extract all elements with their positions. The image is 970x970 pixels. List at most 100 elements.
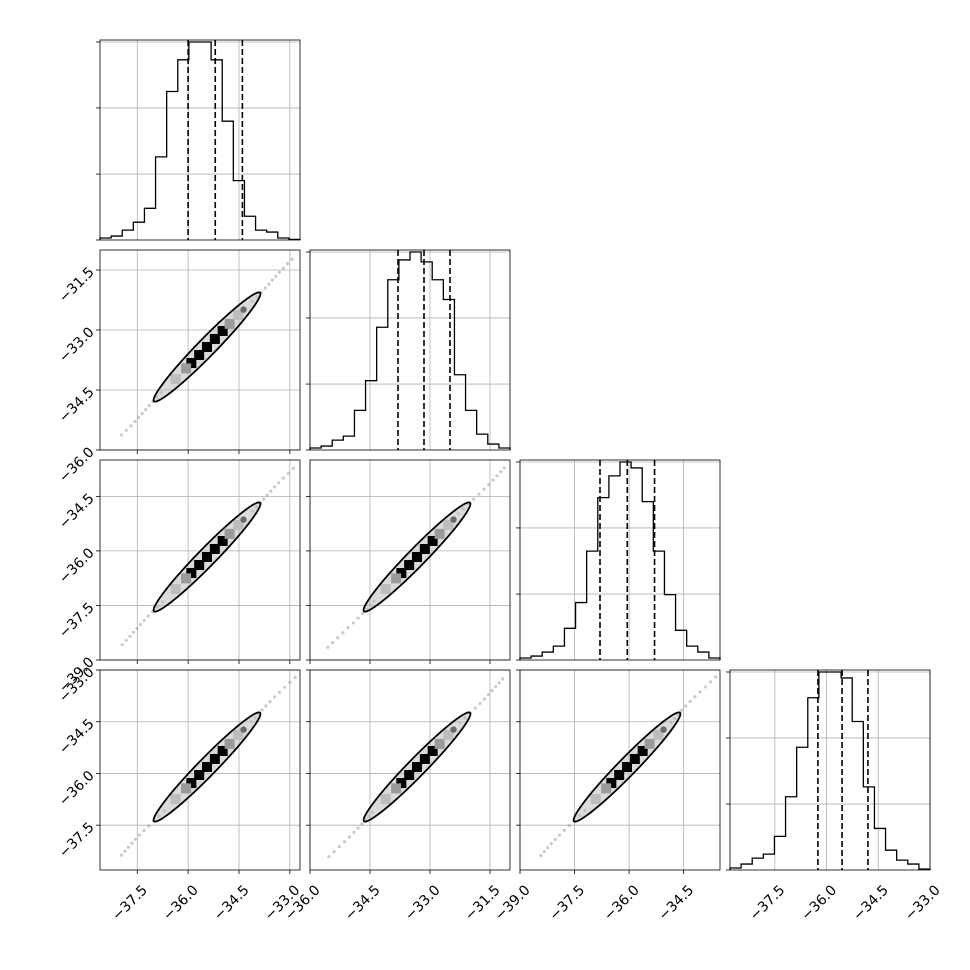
sample-point xyxy=(567,823,571,828)
y-tick-label: −34.5 xyxy=(56,384,98,426)
credible-contour xyxy=(152,291,262,403)
axes-frame xyxy=(309,249,511,451)
sample-point xyxy=(138,622,143,627)
density-cell xyxy=(186,358,197,369)
density-cell xyxy=(380,584,391,595)
sample-point xyxy=(482,697,487,701)
x-tick-label: −34.5 xyxy=(211,882,253,924)
density-cell xyxy=(419,543,430,554)
sample-point xyxy=(500,677,505,681)
sample-point xyxy=(539,853,543,858)
sample-point xyxy=(562,828,566,832)
sample-point xyxy=(281,266,285,270)
sample-point xyxy=(137,833,142,837)
density-cell xyxy=(391,573,402,584)
y-tick-label: −34.5 xyxy=(56,491,98,533)
panel-3-2: −39.0 −37.5 −36.0 −34.5 xyxy=(492,669,721,924)
sample-point xyxy=(144,407,148,412)
panel-2-2 xyxy=(516,459,721,661)
y-tick-label: −34.5 xyxy=(56,716,98,758)
density-peak-marker xyxy=(240,726,247,733)
sample-point xyxy=(495,474,499,478)
sample-point xyxy=(133,837,138,841)
sample-point xyxy=(131,630,136,634)
sample-point xyxy=(326,645,330,649)
density-cell xyxy=(181,783,192,794)
sample-point xyxy=(352,830,356,835)
density-cell xyxy=(217,325,228,336)
sample-point xyxy=(708,680,713,684)
sample-point xyxy=(120,433,124,437)
density-cell xyxy=(209,543,220,554)
panel-0-0 xyxy=(96,39,301,241)
density-cell xyxy=(194,350,205,361)
sample-point xyxy=(263,286,267,290)
density-cell xyxy=(427,745,438,756)
sample-point xyxy=(360,822,364,826)
sample-point xyxy=(693,695,697,699)
sample-point xyxy=(330,641,335,645)
density-cell xyxy=(391,783,402,794)
density-cell xyxy=(186,568,197,579)
x-tick-label: −36.0 xyxy=(601,882,643,924)
sample-point xyxy=(290,257,294,261)
density-cell xyxy=(186,778,197,789)
density-cell xyxy=(209,753,220,764)
sample-point xyxy=(472,497,476,501)
sample-point xyxy=(137,415,141,420)
sample-point xyxy=(336,636,340,640)
density-cell xyxy=(202,762,212,772)
sample-point xyxy=(490,689,494,693)
x-tick-label: −34.5 xyxy=(342,882,384,924)
axes-frame xyxy=(309,459,511,661)
sample-point xyxy=(124,638,128,642)
sample-point xyxy=(494,685,498,689)
sample-point xyxy=(553,837,557,842)
sample-point xyxy=(268,699,272,704)
credible-contour xyxy=(362,501,472,613)
sample-point xyxy=(281,476,285,480)
y-tick-label: −36.0 xyxy=(56,545,98,587)
sample-point xyxy=(688,699,692,704)
panel-3-0: −37.5−36.0−34.5−33.0−37.5 −36.0 −34.5 −33.0 xyxy=(56,664,303,924)
sample-point xyxy=(332,850,336,854)
sample-point xyxy=(342,840,347,844)
y-tick-label: −36.0 xyxy=(56,444,98,486)
histogram-3 xyxy=(729,671,931,870)
density-cell xyxy=(217,535,228,546)
sample-point xyxy=(130,841,134,845)
sample-point xyxy=(123,849,127,853)
axes-frame xyxy=(519,669,721,871)
sample-point xyxy=(549,842,553,846)
histogram-0 xyxy=(99,41,301,241)
density-cell xyxy=(170,794,181,805)
sample-point xyxy=(277,690,282,694)
sample-point xyxy=(291,466,295,470)
density-cell xyxy=(217,745,228,756)
panel-2-1 xyxy=(306,459,511,664)
density-cell xyxy=(443,729,454,740)
y-tick-label: −36.0 xyxy=(56,768,98,810)
sample-point xyxy=(270,278,275,282)
sample-point xyxy=(128,634,132,638)
sample-point xyxy=(264,704,268,708)
density-cell xyxy=(434,528,445,539)
density-cell xyxy=(170,584,181,595)
density-cell xyxy=(629,753,640,764)
axes-frame xyxy=(99,39,301,241)
density-cell xyxy=(590,794,601,805)
density-cell xyxy=(181,573,192,584)
sample-point xyxy=(327,855,331,859)
axes-frame xyxy=(309,669,511,871)
density-cell xyxy=(396,778,407,789)
sample-point xyxy=(267,282,271,286)
axes-frame xyxy=(729,669,931,871)
density-cell xyxy=(209,333,220,344)
density-cell xyxy=(380,794,391,805)
histogram-2 xyxy=(519,461,721,660)
sample-point xyxy=(129,424,133,428)
sample-point xyxy=(277,481,281,485)
panel-3-1: −36.0 −34.5 −33.0 −31.5 xyxy=(282,669,511,924)
credible-contour xyxy=(152,711,262,823)
density-cell xyxy=(224,738,235,749)
